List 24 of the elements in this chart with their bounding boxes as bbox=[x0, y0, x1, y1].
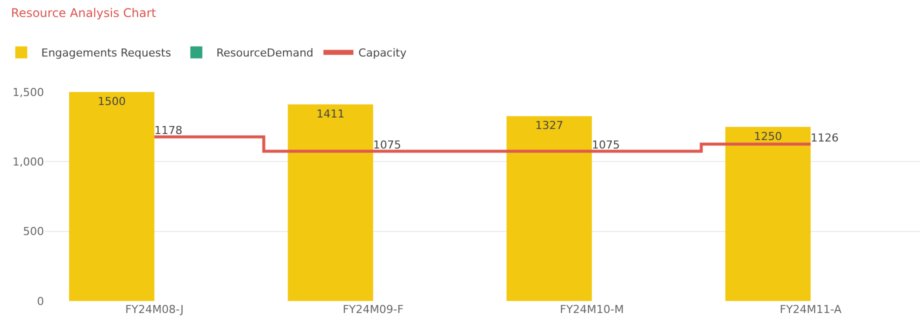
data-label: 1500 bbox=[98, 95, 126, 108]
x-tick-label: FY24M11-A bbox=[780, 303, 842, 316]
bar bbox=[506, 116, 592, 301]
data-label: 1411 bbox=[316, 107, 344, 120]
data-label: 1126 bbox=[810, 131, 839, 144]
y-tick-label: 1,000 bbox=[12, 156, 44, 169]
data-label: 1250 bbox=[754, 130, 782, 143]
data-label: 1075 bbox=[373, 138, 402, 152]
chart-title: Resource Analysis Chart bbox=[11, 6, 156, 20]
y-tick-label: 0 bbox=[37, 294, 44, 308]
legend-label: ResourceDemand bbox=[216, 46, 314, 60]
x-tick-label: FY24M09-F bbox=[342, 303, 404, 316]
data-label: 1327 bbox=[535, 119, 564, 132]
x-tick-label: FY24M10-M bbox=[560, 303, 624, 316]
legend-label: Engagements Requests bbox=[41, 46, 172, 60]
y-tick-label: 1,500 bbox=[12, 86, 44, 99]
legend-label: Capacity bbox=[358, 46, 407, 60]
y-tick-label: 500 bbox=[23, 225, 44, 238]
x-tick-label: FY24M08-J bbox=[125, 303, 184, 316]
data-label: 1178 bbox=[154, 124, 182, 138]
bar bbox=[288, 104, 374, 301]
data-label: 1075 bbox=[592, 138, 620, 152]
bar bbox=[69, 92, 154, 301]
bar bbox=[725, 126, 811, 301]
